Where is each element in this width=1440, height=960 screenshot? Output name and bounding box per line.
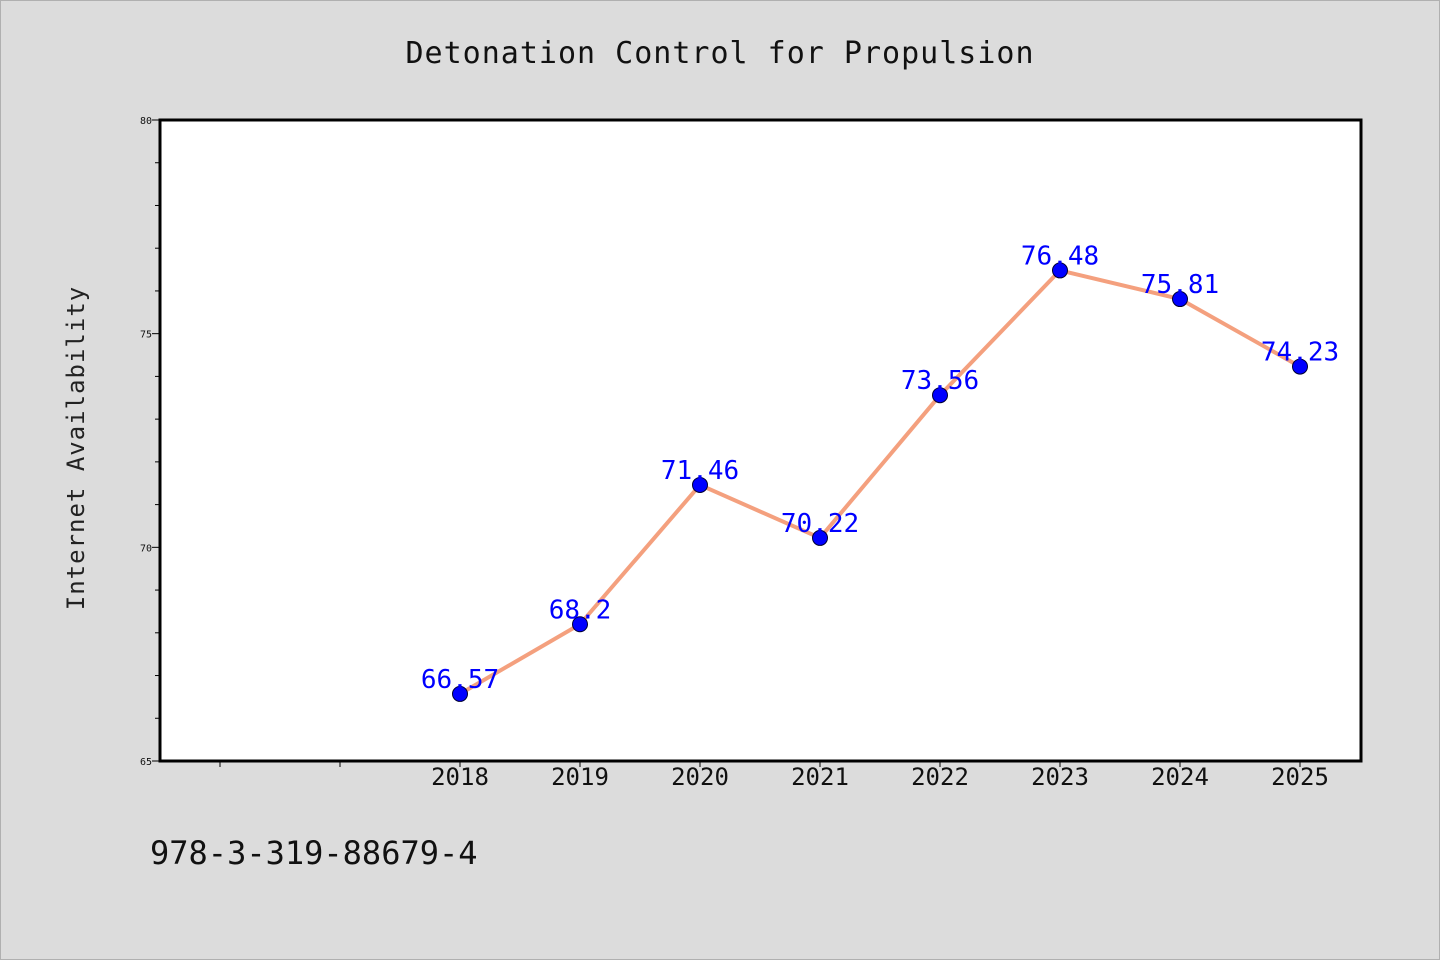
y-tick-label: 70 xyxy=(140,543,152,554)
data-label: 74.23 xyxy=(1261,338,1339,368)
chart-title: Detonation Control for Propulsion xyxy=(405,36,1034,71)
x-tick-label: 2023 xyxy=(1031,763,1089,791)
x-tick-label: 2025 xyxy=(1271,763,1329,791)
data-label: 68.2 xyxy=(549,595,612,625)
isbn-text: 978-3-319-88679-4 xyxy=(150,834,478,872)
data-label: 73.56 xyxy=(901,366,979,396)
data-point xyxy=(692,476,708,493)
data-labels: 66.57 68.2 71.46 70.22 73.56 76.48 75.81 74.23 xyxy=(421,241,1339,694)
series xyxy=(452,262,1308,702)
data-point xyxy=(812,529,828,546)
y-axis: 65 70 75 80 xyxy=(140,116,160,768)
plot-area xyxy=(158,118,1363,763)
x-tick-label: 2021 xyxy=(791,763,849,791)
data-label: 70.22 xyxy=(781,509,859,539)
y-tick-label: 75 xyxy=(140,330,152,341)
data-label: 66.57 xyxy=(421,665,499,695)
x-tick-label: 2024 xyxy=(1151,763,1209,791)
data-label: 76.48 xyxy=(1021,241,1099,271)
data-point xyxy=(1172,291,1188,308)
x-tick-label: 2020 xyxy=(671,763,729,791)
data-point xyxy=(452,685,468,702)
y-axis-label: Internet Availability xyxy=(62,286,90,610)
data-point xyxy=(572,616,588,633)
data-label: 75.81 xyxy=(1141,270,1219,300)
y-tick-label: 80 xyxy=(140,116,152,127)
data-point xyxy=(1052,262,1068,279)
data-point xyxy=(932,387,948,404)
x-tick-label: 2022 xyxy=(911,763,969,791)
series-line xyxy=(458,268,1302,696)
x-tick-label: 2019 xyxy=(551,763,609,791)
y-tick-label: 65 xyxy=(140,757,152,768)
x-axis: 2018 2019 2020 2021 2022 2023 2024 2025 xyxy=(219,761,1329,791)
x-tick-label: 2018 xyxy=(431,763,489,791)
data-label: 71.46 xyxy=(661,456,739,486)
data-point xyxy=(1292,358,1308,375)
